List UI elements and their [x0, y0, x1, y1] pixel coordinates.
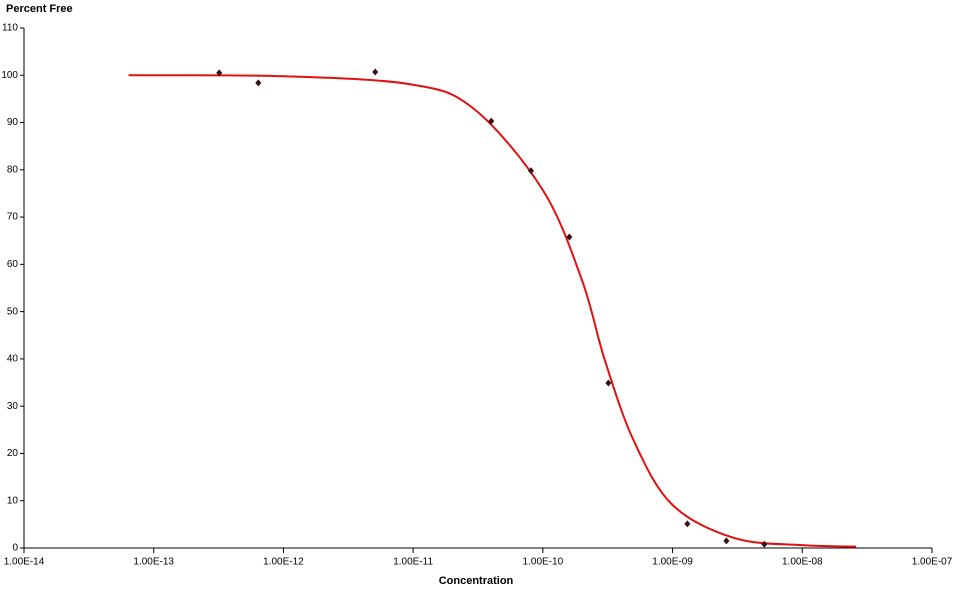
x-axis-label: Concentration: [439, 575, 514, 587]
data-point: [488, 117, 495, 125]
y-tick-label: 60: [7, 259, 19, 270]
data-point: [723, 537, 730, 545]
data-point: [372, 68, 379, 76]
data-point: [527, 167, 534, 175]
y-tick-label: 30: [7, 401, 19, 412]
x-tick-label: 1.00E-14: [4, 557, 45, 568]
data-point: [761, 540, 768, 548]
x-tick-label: 1.00E-07: [912, 557, 953, 568]
y-tick-label: 20: [7, 448, 19, 459]
x-tick-label: 1.00E-08: [782, 557, 823, 568]
data-point: [216, 69, 223, 77]
y-tick-label: 0: [12, 543, 18, 554]
x-tick-label: 1.00E-09: [652, 557, 693, 568]
y-tick-label: 10: [7, 495, 19, 506]
y-tick-label: 40: [7, 354, 19, 365]
x-tick-label: 1.00E-11: [393, 557, 433, 568]
y-tick-label: 100: [1, 70, 18, 81]
y-tick-label: 80: [7, 164, 19, 175]
x-tick-label: 1.00E-10: [523, 557, 564, 568]
x-tick-label: 1.00E-12: [263, 557, 304, 568]
y-tick-label: 110: [2, 23, 18, 34]
x-tick-label: 1.00E-13: [133, 557, 174, 568]
data-point: [605, 379, 612, 387]
y-tick-label: 50: [7, 306, 19, 317]
data-point: [684, 520, 691, 528]
y-tick-label: 90: [7, 117, 19, 128]
data-point: [566, 233, 573, 241]
y-tick-label: 70: [7, 212, 19, 223]
data-point: [255, 79, 262, 87]
fit-curve: [128, 74, 857, 548]
y-axis-label: Percent Free: [6, 3, 73, 15]
